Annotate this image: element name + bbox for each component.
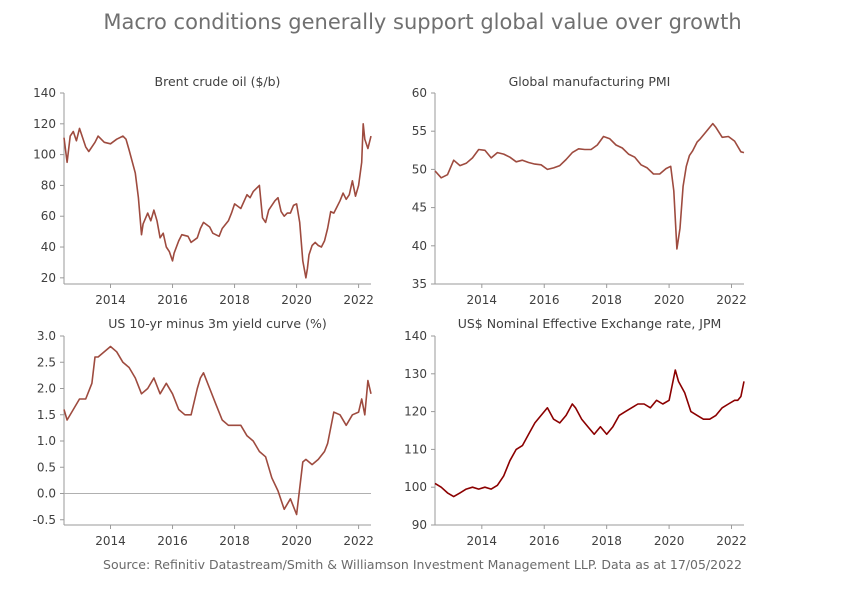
chart-panel-3: US 10-yr minus 3m yield curve (%) -0.5 0.0… [33,316,374,548]
y-tick-label: 0.5 [37,460,56,474]
x-tick-label: 2014 [95,293,126,307]
series-line [434,122,745,250]
x-tick-label: 2020 [281,534,312,548]
x-tick-label: 2018 [219,534,250,548]
y-tick-label: 50 [412,162,427,176]
y-tick-label: 100 [404,480,427,494]
y-tick-label: 60 [412,86,427,100]
x-tick-label: 2014 [467,534,498,548]
chart-panel-4: US$ Nominal Effective Exchange rate, JPM… [404,316,747,548]
y-tick-label: 140 [33,86,56,100]
x-tick-label: 2016 [529,534,560,548]
x-tick-label: 2016 [529,293,560,307]
x-tick-label: 2018 [591,293,622,307]
y-tick-label: 60 [41,209,56,223]
source-note: Source: Refinitiv Datastream/Smith & Wil… [103,557,742,572]
series-line [434,369,745,498]
y-tick-label: 80 [41,178,56,192]
series-line [63,123,372,279]
chart-panel-2: Global manufacturing PMI 35 40 45 50 55 60 2014… [412,74,747,307]
y-tick-label: 130 [404,367,427,381]
chart-title: Global manufacturing PMI [509,74,671,89]
x-tick-label: 2018 [591,534,622,548]
x-tick-label: 2020 [654,534,685,548]
chart-panel-1: Brent crude oil ($/b) 20 40 60 80 100 120 140 20… [33,74,374,307]
y-tick-label: 20 [41,271,56,285]
x-tick-label: 2018 [219,293,250,307]
x-tick-label: 2016 [157,293,188,307]
x-tick-label: 2014 [467,293,498,307]
y-tick-label: 100 [33,148,56,162]
page-title: Macro conditions generally support globa… [103,10,742,34]
y-tick-label: 110 [404,442,427,456]
x-tick-label: 2016 [157,534,188,548]
y-tick-label: 40 [412,239,427,253]
y-tick-label: 120 [33,117,56,131]
x-tick-label: 2022 [716,293,747,307]
y-tick-label: -0.5 [33,513,56,527]
y-tick-label: 2.0 [37,382,56,396]
x-tick-label: 2014 [95,534,126,548]
y-tick-label: 0.0 [37,487,56,501]
x-tick-label: 2022 [716,534,747,548]
y-tick-label: 1.5 [37,408,56,422]
x-tick-label: 2022 [343,293,374,307]
y-tick-label: 2.5 [37,355,56,369]
x-tick-label: 2020 [281,293,312,307]
y-tick-label: 45 [412,201,427,215]
x-tick-label: 2022 [343,534,374,548]
y-tick-label: 55 [412,124,427,138]
chart-title: US$ Nominal Effective Exchange rate, JPM [458,316,722,331]
y-tick-label: 140 [404,329,427,343]
series-line [63,345,372,516]
y-tick-label: 90 [412,518,427,532]
y-tick-label: 3.0 [37,329,56,343]
y-tick-label: 120 [404,405,427,419]
y-tick-label: 40 [41,240,56,254]
y-tick-label: 35 [412,277,427,291]
chart-title: Brent crude oil ($/b) [155,74,281,89]
y-tick-label: 1.0 [37,434,56,448]
x-tick-label: 2020 [654,293,685,307]
chart-title: US 10-yr minus 3m yield curve (%) [108,316,326,331]
